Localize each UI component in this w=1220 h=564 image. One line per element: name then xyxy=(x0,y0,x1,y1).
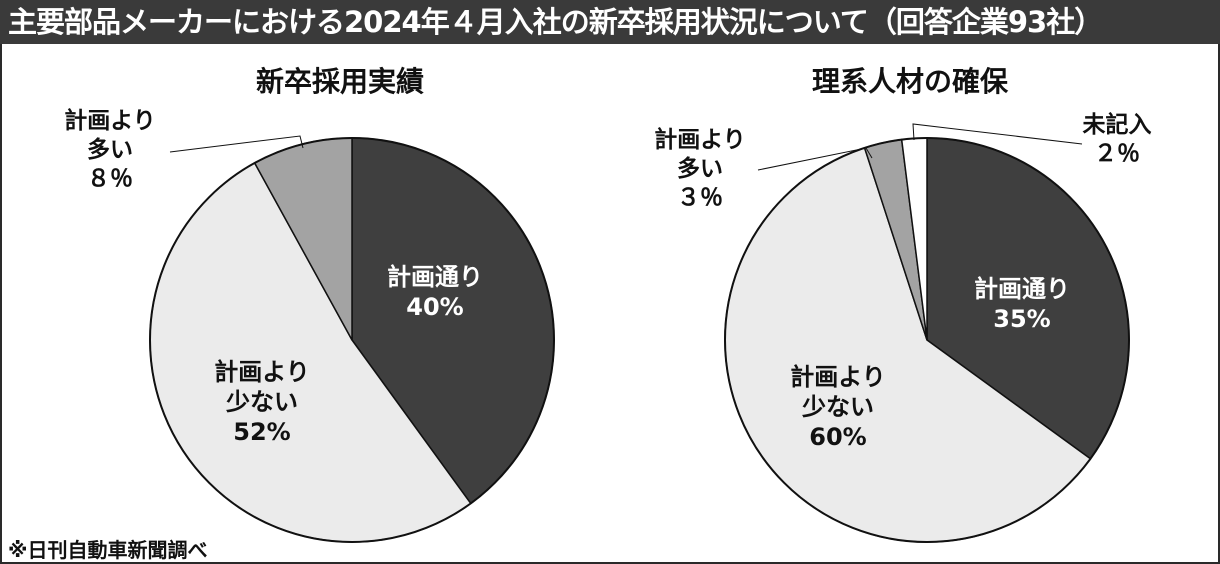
chart-2-slice-2-label: 計画より xyxy=(654,126,746,153)
figure-title: 主要部品メーカーにおける2024年４月入社の新卒採用状況について（回答企業93社… xyxy=(0,0,1220,44)
chart-1-slice-1-label: 少ない xyxy=(225,388,298,416)
chart-2-slice-2-label: 多い xyxy=(677,155,723,182)
chart-1-outline xyxy=(149,137,555,543)
chart-2-slice-3-label: 未記入 xyxy=(1083,111,1152,138)
chart-2-slice-1-label: 少ない xyxy=(801,393,874,421)
chart-2-slice-0-pct-label: 35% xyxy=(993,305,1050,333)
chart-1-slice-0-pct-label: 40% xyxy=(406,293,463,321)
chart-1-slice-2-label: 計画より xyxy=(64,107,156,134)
chart-2-outline xyxy=(724,137,1130,543)
chart-1-slice-2-label: 多い xyxy=(87,136,133,163)
source-note: ※日刊自動車新聞調べ xyxy=(8,538,208,562)
chart-2-slice-3-pct-label: ２％ xyxy=(1094,141,1140,167)
chart-2-leader-2 xyxy=(757,147,873,171)
chart-2-slice-2-pct-label: ３％ xyxy=(677,185,723,211)
chart-2-slice-1-label: 計画より xyxy=(790,363,886,391)
chart-2-slice-1-pct-label: 60% xyxy=(809,423,866,451)
chart-1-slice-2-pct-label: ８％ xyxy=(87,166,133,192)
chart-2-slice-0-label: 計画通り xyxy=(974,275,1070,303)
chart-2-title: 理系人材の確保 xyxy=(812,65,1009,98)
chart-2-leader-3 xyxy=(912,123,1083,145)
chart-1-slice-1-pct-label: 52% xyxy=(233,418,290,446)
chart-1-slice-1-label: 計画より xyxy=(214,358,310,386)
chart-1-title: 新卒採用実績 xyxy=(256,65,425,98)
chart-1-leader-2 xyxy=(169,135,304,153)
chart-1-slice-0-label: 計画通り xyxy=(387,263,483,291)
